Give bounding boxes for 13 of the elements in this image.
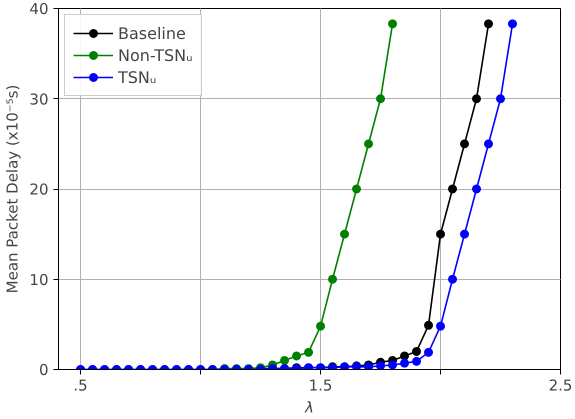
x-tick-label: 2.5 <box>548 376 572 394</box>
y-tick-label: 0 <box>38 361 49 379</box>
legend-label: Non-TSNᵤ <box>118 46 193 64</box>
x-axis-title: λ <box>304 398 314 416</box>
y-tick-label: 20 <box>29 180 49 198</box>
legend-label: TSNᵤ <box>118 68 156 86</box>
y-tick-label: 30 <box>29 90 49 108</box>
legend-label: Baseline <box>118 24 186 42</box>
y-tick-label: 40 <box>29 0 49 18</box>
y-tick-label: 10 <box>29 270 49 289</box>
x-tick-label: 1.5 <box>308 376 332 394</box>
x-tick-label: .5 <box>73 376 88 394</box>
y-axis-title: Mean Packet Delay (x10⁻⁵s) <box>3 84 22 294</box>
